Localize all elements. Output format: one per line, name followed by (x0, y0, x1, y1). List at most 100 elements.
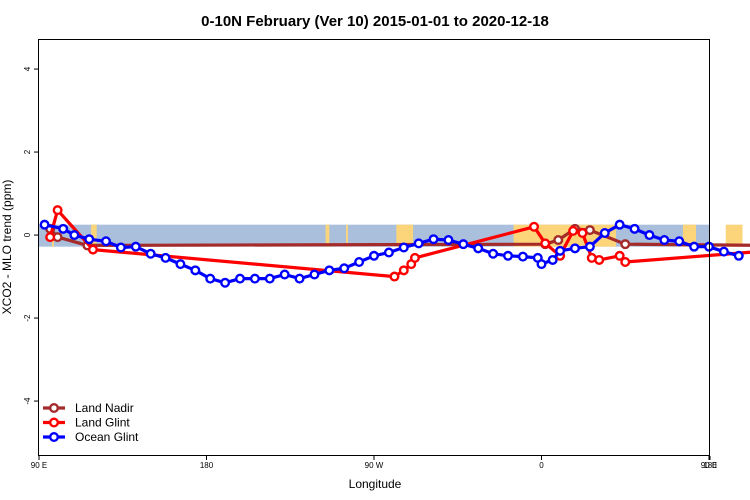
data-point (503, 250, 514, 261)
data-point (488, 248, 499, 259)
data-point (84, 234, 95, 245)
data-point (529, 221, 540, 232)
series-land-glint (45, 205, 750, 282)
data-point (458, 239, 469, 250)
data-point (536, 259, 547, 270)
data-point (473, 243, 484, 254)
data-point (52, 205, 63, 216)
data-point (145, 248, 156, 259)
data-point (383, 247, 394, 258)
data-point (620, 257, 631, 268)
data-point (220, 277, 231, 288)
x-tick-label: 90 E (31, 461, 47, 470)
legend-item: Land Nadir (43, 401, 134, 415)
data-point (428, 234, 439, 245)
data-point (249, 273, 260, 284)
data-point (175, 259, 186, 270)
legend-label: Land Nadir (75, 401, 134, 415)
y-tick-label: -2 (23, 314, 32, 322)
data-point (413, 238, 424, 249)
data-point (130, 241, 141, 252)
y-axis-label: XCO2 - MLO trend (ppm) (0, 180, 14, 315)
data-point (398, 265, 409, 276)
chart-title: 0-10N February (Ver 10) 2015-01-01 to 20… (201, 13, 549, 30)
y-tick-label: -4 (23, 397, 32, 405)
legend-item: Ocean Glint (43, 430, 139, 444)
data-point (620, 239, 631, 250)
data-point (190, 265, 201, 276)
x-tick-label: 90 W (365, 461, 384, 470)
data-point (644, 230, 655, 241)
land-region (325, 224, 330, 247)
data-point (234, 273, 245, 284)
data-point (58, 223, 69, 234)
x-tick-label: 180 (703, 461, 717, 470)
data-point (553, 235, 564, 246)
y-axis: -4 -2 0 2 4 (23, 66, 38, 405)
data-point (324, 265, 335, 276)
data-point (69, 230, 80, 241)
data-point (674, 236, 685, 247)
data-point (369, 250, 380, 261)
data-point (389, 271, 400, 282)
series-ocean-glint (39, 219, 744, 288)
legend-item: Land Glint (43, 416, 130, 430)
data-point (659, 235, 670, 246)
data-point (100, 236, 111, 247)
y-tick-label: 4 (23, 66, 32, 71)
land-region (346, 224, 348, 247)
legend-label: Ocean Glint (75, 430, 139, 444)
data-point (570, 243, 581, 254)
data-point (577, 227, 588, 238)
data-point (517, 251, 528, 262)
plot-area (38, 39, 750, 456)
x-axis-label: Longitude (349, 477, 402, 491)
data-point (540, 238, 551, 249)
data-point (629, 223, 640, 234)
series-layer (39, 205, 750, 288)
data-point (614, 219, 625, 230)
data-point (584, 241, 595, 252)
x-tick-label: 180 (200, 461, 214, 470)
data-point (718, 246, 729, 257)
data-point (689, 241, 700, 252)
data-point (309, 269, 320, 280)
data-point (160, 252, 171, 263)
data-point (594, 254, 605, 265)
data-point (443, 235, 454, 246)
y-tick-label: 2 (23, 149, 32, 154)
data-point (568, 225, 579, 236)
land-region (396, 224, 414, 247)
plot-frame (38, 39, 710, 456)
legend-swatch-point (49, 432, 60, 443)
data-point (614, 250, 625, 261)
land-region (725, 224, 743, 247)
data-point (339, 263, 350, 274)
legend-label: Land Glint (75, 416, 130, 430)
data-point (733, 250, 744, 261)
y-tick-label: 0 (23, 232, 32, 237)
data-point (354, 257, 365, 268)
land-region (682, 224, 696, 247)
data-point (87, 244, 98, 255)
x-tick-label: 90 E (701, 461, 717, 470)
data-point (547, 254, 558, 265)
data-point (409, 252, 420, 263)
legend-swatch-point (49, 417, 60, 428)
x-tick-label: 0 (539, 461, 544, 470)
data-point (398, 242, 409, 253)
data-point (279, 269, 290, 280)
data-point (115, 242, 126, 253)
data-point (205, 273, 216, 284)
data-point (45, 232, 56, 243)
legend-swatch-point (49, 403, 60, 414)
data-point (264, 273, 275, 284)
data-point (555, 245, 566, 256)
land-region (91, 224, 97, 247)
data-point (39, 219, 50, 230)
data-point (294, 273, 305, 284)
data-point (599, 227, 610, 238)
